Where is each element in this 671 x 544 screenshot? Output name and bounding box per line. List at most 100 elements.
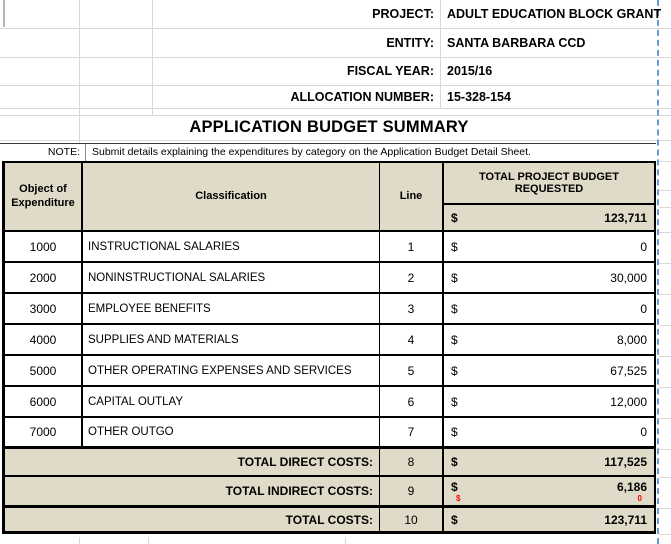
amount-value: 123,711 <box>604 512 647 527</box>
amount-value: 8,000 <box>616 332 647 347</box>
gridline <box>659 387 671 388</box>
line-number-cell: 1 <box>380 232 444 261</box>
line-number-cell: 10 <box>380 508 444 531</box>
total-requested-cell[interactable]: $ 123,711 <box>444 205 654 230</box>
gridline <box>0 28 671 29</box>
amount-cell[interactable]: $ 0 <box>444 232 654 261</box>
gridline <box>659 449 671 450</box>
gridline <box>79 537 80 544</box>
currency-symbol: $ <box>451 394 458 409</box>
amount-cell[interactable]: $ 0 <box>444 418 654 446</box>
line-header: Line <box>380 163 444 230</box>
classification-cell[interactable]: INSTRUCTIONAL SALARIES <box>83 232 380 261</box>
gridline <box>659 356 671 357</box>
table-header-row: Object of Expenditure Classification Lin… <box>5 163 654 232</box>
classification-cell[interactable]: NONINSTRUCTIONAL SALARIES <box>83 263 380 292</box>
gridline <box>659 418 671 419</box>
classification-cell[interactable]: CAPITAL OUTLAY <box>83 387 380 416</box>
object-code-cell[interactable]: 4000 <box>5 325 83 354</box>
line-number-cell: 7 <box>380 418 444 446</box>
gridline <box>0 108 671 109</box>
line-number-cell: 2 <box>380 263 444 292</box>
currency-symbol: $ <box>451 332 458 347</box>
currency-symbol: $ <box>456 494 461 503</box>
currency-symbol: $ <box>451 455 458 469</box>
object-code-cell[interactable]: 7000 <box>5 418 83 446</box>
fiscal-year-value-cell[interactable]: 2015/16 <box>447 64 493 78</box>
table-row: 7000 OTHER OUTGO 7 $ 0 <box>5 418 654 449</box>
gridline <box>0 57 671 58</box>
classification-cell[interactable]: SUPPLIES AND MATERIALS <box>83 325 380 354</box>
amount-cell[interactable]: $ 8,000 <box>444 325 654 354</box>
gridline <box>148 537 149 544</box>
project-value-cell[interactable]: ADULT EDUCATION BLOCK GRANT <box>447 7 662 21</box>
gridline <box>659 534 671 535</box>
amount-value: 0 <box>640 239 647 254</box>
amount-cell[interactable]: $ 12,000 <box>444 387 654 416</box>
object-code-cell[interactable]: 5000 <box>5 356 83 385</box>
indirect-amount-line: $ 6,186 <box>444 480 654 494</box>
amount-cell[interactable]: $ 117,525 <box>444 449 654 475</box>
gridline <box>659 263 671 264</box>
object-code-cell[interactable]: 3000 <box>5 294 83 323</box>
note-cell-divider <box>85 144 86 161</box>
gridline <box>440 0 441 108</box>
currency-symbol: $ <box>451 363 458 378</box>
object-code-cell[interactable]: 6000 <box>5 387 83 416</box>
table-row: 6000 CAPITAL OUTLAY 6 $ 12,000 <box>5 387 654 418</box>
line-number-cell: 3 <box>380 294 444 323</box>
note-text: Submit details explaining the expenditur… <box>92 146 531 158</box>
budget-summary-table: Object of Expenditure Classification Lin… <box>2 161 656 534</box>
amount-cell[interactable]: $ 67,525 <box>444 356 654 385</box>
amount-cell[interactable]: $ 0 <box>444 294 654 323</box>
amount-value: 117,525 <box>604 455 647 469</box>
gridline <box>659 190 671 191</box>
currency-symbol: $ <box>451 239 458 254</box>
gridline <box>659 161 671 162</box>
sub-amount-value: 0 <box>637 494 642 503</box>
total-direct-costs-row: TOTAL DIRECT COSTS: 8 $ 117,525 <box>5 449 654 477</box>
classification-cell[interactable]: OTHER OPERATING EXPENSES AND SERVICES <box>83 356 380 385</box>
amount-cell[interactable]: $ 6,186 $ 0 <box>444 477 654 505</box>
amount-cell[interactable]: $ 123,711 <box>444 508 654 531</box>
gridline <box>0 115 671 116</box>
gridline <box>659 325 671 326</box>
classification-cell[interactable]: OTHER OUTGO <box>83 418 380 446</box>
note-border <box>0 143 656 144</box>
object-code-cell[interactable]: 1000 <box>5 232 83 261</box>
table-row: 4000 SUPPLIES AND MATERIALS 4 $ 8,000 <box>5 325 654 356</box>
amount-value: 67,525 <box>610 363 647 378</box>
gridline <box>0 85 671 86</box>
currency-symbol: $ <box>451 210 458 225</box>
object-code-cell[interactable]: 2000 <box>5 263 83 292</box>
line-number-cell: 9 <box>380 477 444 505</box>
allocation-number-value-cell[interactable]: 15-328-154 <box>447 90 511 104</box>
classification-cell[interactable]: EMPLOYEE BENEFITS <box>83 294 380 323</box>
total-indirect-costs-row: TOTAL INDIRECT COSTS: 9 $ 6,186 $ 0 <box>5 477 654 508</box>
total-direct-costs-label: TOTAL DIRECT COSTS: <box>5 449 380 475</box>
allocation-number-label: ALLOCATION NUMBER: <box>290 90 435 104</box>
field-row-fiscal-year: FISCAL YEAR: 2015/16 <box>0 58 671 85</box>
entity-value-cell[interactable]: SANTA BARBARA CCD <box>447 36 586 50</box>
amount-value: 12,000 <box>610 394 647 409</box>
gridline <box>659 508 671 509</box>
project-label: PROJECT: <box>372 7 434 21</box>
gridline <box>659 294 671 295</box>
amount-value: 6,186 <box>616 480 647 494</box>
total-costs-row: TOTAL COSTS: 10 $ 123,711 <box>5 508 654 531</box>
total-requested-amount: 123,711 <box>604 210 647 225</box>
gridline <box>79 0 80 143</box>
gridline <box>345 537 346 544</box>
currency-symbol: $ <box>451 270 458 285</box>
page-break-line <box>657 0 659 544</box>
amount-value: 0 <box>640 301 647 316</box>
object-of-expenditure-header: Object of Expenditure <box>5 163 83 230</box>
field-row-entity: ENTITY: SANTA BARBARA CCD <box>0 29 671 57</box>
gridline <box>0 140 671 141</box>
amount-cell[interactable]: $ 30,000 <box>444 263 654 292</box>
total-budget-header-cell: TOTAL PROJECT BUDGET REQUESTED $ 123,711 <box>444 163 654 230</box>
line-number-cell: 8 <box>380 449 444 475</box>
gridline <box>659 207 671 208</box>
amount-value: 30,000 <box>610 270 647 285</box>
